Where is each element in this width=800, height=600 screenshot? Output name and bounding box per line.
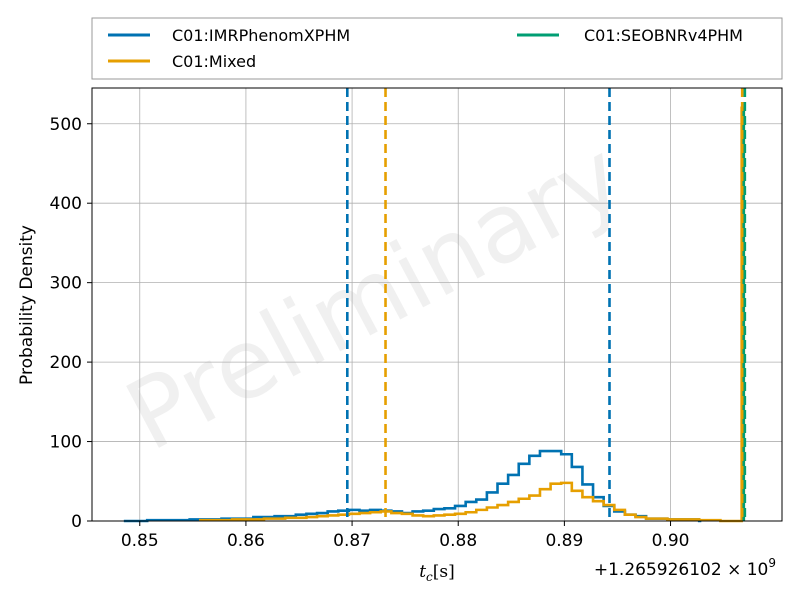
legend-label-mixed: C01:Mixed: [172, 52, 256, 71]
legend-label-imrphenomxphm: C01:IMRPhenomXPHM: [172, 26, 350, 45]
ticks: 0.85 0.86 0.87 0.88 0.89 0.90 0 100 200 300 400 500: [50, 115, 690, 551]
watermark: Preliminary: [109, 119, 640, 472]
legend-frame: [91, 17, 783, 80]
y-tick-label: 500: [50, 115, 82, 135]
plot-area: [123, 88, 747, 523]
x-offset-exponent: 9: [768, 556, 776, 570]
y-tick-label: 400: [50, 194, 82, 214]
y-tick-label: 100: [50, 433, 82, 453]
y-tick-label: 200: [50, 353, 82, 373]
x-tick-label: 0.88: [439, 531, 477, 551]
legend: C01:IMRPhenomXPHM C01:Mixed C01:SEOBNRv4…: [91, 17, 783, 80]
x-tick-label: 0.85: [121, 531, 159, 551]
y-axis-label: Probability Density: [17, 225, 37, 385]
x-tick-label: 0.87: [333, 531, 371, 551]
x-tick-label: 0.89: [545, 531, 583, 551]
legend-label-seobnrv4phm: C01:SEOBNRv4PHM: [584, 26, 743, 45]
hist-c01-mixed: [198, 106, 746, 523]
x-axis-label: tc[s]: [419, 562, 455, 584]
y-tick-label: 300: [50, 274, 82, 294]
x-offset-text: +1.265926102 × 10: [594, 560, 769, 580]
x-tick-label: 0.90: [652, 531, 690, 551]
axes-frame: [91, 87, 783, 522]
x-offset-label: +1.265926102 × 109: [594, 556, 776, 580]
x-tick-label: 0.86: [227, 531, 265, 551]
y-tick-label: 0: [71, 512, 82, 532]
